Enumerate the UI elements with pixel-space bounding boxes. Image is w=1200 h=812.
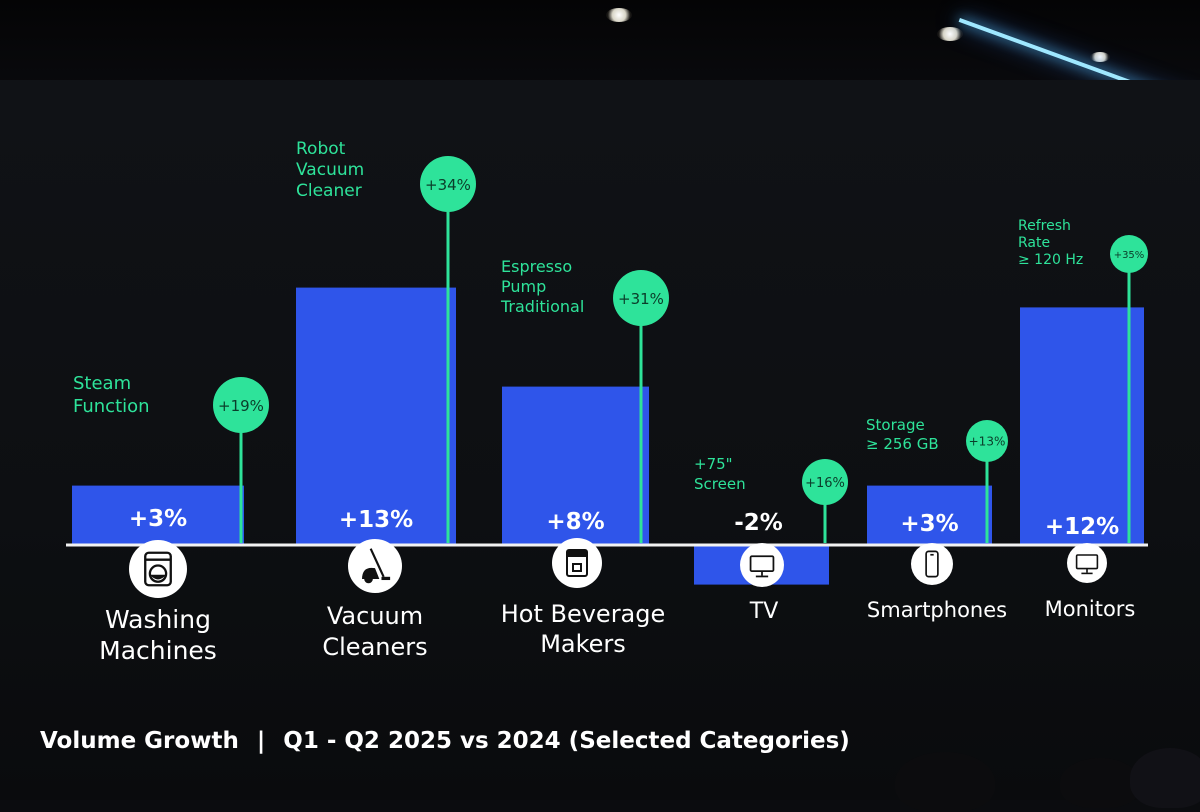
- chart-subtitle: Q1 - Q2 2025 vs 2024 (Selected Categorie…: [283, 728, 850, 754]
- highlight-bubble: [966, 420, 1008, 462]
- bar-value-label: +3%: [129, 506, 187, 532]
- monitor-icon: [1067, 543, 1107, 583]
- icon-background: [348, 539, 402, 593]
- highlight-value-label: +31%: [618, 290, 664, 308]
- feature-label: +75": [694, 455, 733, 473]
- feature-label: Rate: [1018, 235, 1050, 251]
- audience-head: [895, 752, 995, 812]
- highlight-bubble: [1110, 235, 1148, 273]
- feature-label: ≥ 256 GB: [866, 435, 939, 453]
- highlight-bubble: [213, 377, 269, 433]
- bar-value-label: -2%: [734, 510, 783, 536]
- feature-label: Cleaner: [296, 181, 362, 201]
- title-separator: |: [256, 728, 266, 754]
- icon-background: [1067, 543, 1107, 583]
- category-label: Hot Beverage: [501, 600, 666, 628]
- smartphone-icon: [911, 543, 953, 585]
- bar-value-label: +12%: [1045, 514, 1119, 540]
- icon-background: [911, 543, 953, 585]
- highlight-bubble: [420, 156, 476, 212]
- bar-value-label: +8%: [546, 509, 604, 535]
- icon-shape: [144, 551, 172, 587]
- category-label: Monitors: [1045, 597, 1136, 621]
- ceiling-light: [1090, 52, 1110, 62]
- category-label: Vacuum: [327, 602, 423, 630]
- icon-shape: [925, 550, 939, 578]
- highlight-value-label: +34%: [425, 176, 471, 194]
- bar: [296, 287, 456, 545]
- bar-value-label: +3%: [900, 511, 958, 537]
- icon-shape: [572, 563, 582, 572]
- highlight-bubble: [613, 270, 669, 326]
- vacuum-cleaner-icon: [348, 539, 402, 593]
- feature-label: Refresh: [1018, 218, 1071, 234]
- audience-head: [1130, 748, 1200, 808]
- feature-label: ≥ 120 Hz: [1018, 252, 1083, 268]
- category-label: Smartphones: [867, 598, 1007, 622]
- coffee-machine-icon: [552, 538, 602, 588]
- icon-shape: [567, 550, 587, 557]
- category-label: Cleaners: [322, 633, 427, 661]
- icon-shape: [148, 564, 168, 583]
- bar: [502, 386, 649, 545]
- feature-label: Robot: [296, 139, 346, 159]
- feature-label: Traditional: [500, 297, 584, 316]
- feature-label: Screen: [694, 475, 746, 493]
- feature-label: Espresso: [501, 257, 572, 276]
- bar: [1020, 307, 1144, 545]
- bar: [867, 485, 992, 545]
- feature-label: Pump: [501, 277, 546, 296]
- category-label: TV: [749, 599, 779, 624]
- category-label: Makers: [540, 630, 626, 658]
- highlight-value-label: +35%: [1114, 250, 1145, 261]
- category-label: Machines: [99, 636, 217, 665]
- icon-shape: [364, 574, 373, 584]
- icon-background: [129, 540, 187, 598]
- feature-label: Steam: [73, 373, 131, 394]
- tv-icon: [740, 543, 784, 587]
- highlight-value-label: +13%: [969, 435, 1006, 449]
- chart-title-text: Volume Growth: [40, 728, 239, 754]
- bar-value-label: +13%: [339, 507, 413, 533]
- feature-label: Function: [73, 396, 150, 417]
- audience-head: [1060, 758, 1140, 808]
- highlight-value-label: +19%: [218, 397, 264, 415]
- ceiling-light: [937, 27, 963, 41]
- ceiling-light: [606, 8, 632, 22]
- washing-machine-icon: [129, 540, 187, 598]
- chart-title: Volume Growth | Q1 - Q2 2025 vs 2024 (Se…: [40, 728, 850, 754]
- bar: [72, 485, 244, 545]
- icon-shape: [149, 574, 167, 580]
- category-label: Washing: [105, 605, 211, 634]
- icon-shape: [369, 548, 385, 578]
- feature-label: Vacuum: [296, 160, 364, 180]
- icon-background: [740, 543, 784, 587]
- highlight-value-label: +16%: [805, 476, 845, 491]
- highlight-bubble: [802, 459, 848, 505]
- feature-label: Storage: [866, 416, 925, 434]
- icon-shape: [381, 576, 391, 581]
